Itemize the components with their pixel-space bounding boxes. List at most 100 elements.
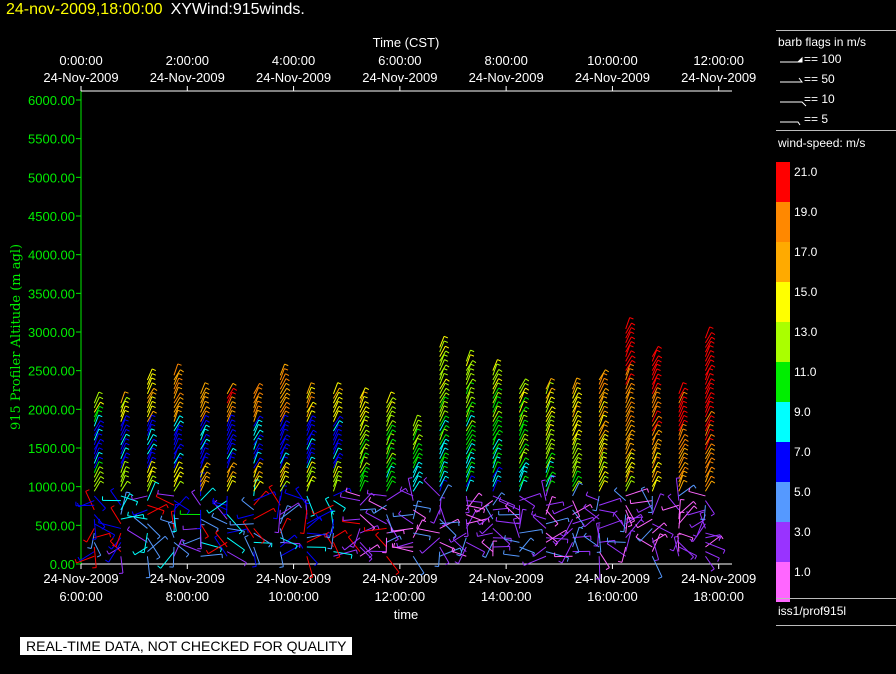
wind-barb-flag (428, 536, 431, 541)
wind-barb (412, 480, 421, 492)
wind-barb-flag (125, 466, 130, 469)
wind-barb (183, 537, 201, 545)
wind-barb (173, 415, 181, 427)
wind-barb (598, 424, 605, 436)
wind-barb (332, 461, 338, 473)
wind-barb (678, 499, 681, 520)
wind-barb-flag (631, 336, 636, 340)
wind-barb-flag (448, 484, 453, 488)
wind-barb (439, 484, 449, 501)
wind-barb-flag (657, 401, 662, 405)
wind-barb-flag (112, 544, 117, 548)
wind-barb (226, 514, 243, 532)
wind-barb-flag (575, 516, 580, 519)
wind-barb-flag (110, 487, 115, 491)
wind-barb-flag (206, 438, 211, 442)
wind-barb-flag (589, 504, 593, 509)
wind-barb-flag (605, 420, 610, 424)
wind-barb (704, 392, 712, 404)
wind-barb (518, 387, 526, 399)
wind-barb (146, 392, 154, 404)
wind-barb (333, 500, 346, 509)
wind-barb-flag (444, 419, 449, 423)
wind-barb (226, 448, 234, 460)
wind-barb (226, 392, 233, 404)
wind-barb-flag (578, 475, 583, 479)
wind-barb (465, 448, 473, 460)
wind-barb (492, 447, 499, 460)
wind-barb (687, 509, 706, 516)
wind-barb (173, 373, 179, 385)
wind-barb-flag (682, 423, 687, 427)
wind-barb-flag (284, 424, 289, 427)
x2-tick-label-date: 24-Nov-2009 (469, 70, 544, 85)
wind-barb (688, 490, 706, 497)
wind-barb (492, 492, 502, 506)
wind-barb (200, 406, 207, 418)
wind-barb-flag (255, 562, 260, 566)
wind-barb-flag (657, 387, 662, 390)
wind-barb (306, 476, 314, 487)
wind-barb-flag (109, 533, 112, 538)
wind-barb-flag (684, 447, 689, 451)
wind-barb-flag (498, 497, 502, 502)
wind-barb-flag (720, 535, 724, 540)
wind-barb (439, 475, 446, 487)
wind-barb (518, 470, 525, 483)
speed-swatch (776, 402, 790, 442)
wind-barb-flag (124, 470, 130, 473)
wind-barb-flag (709, 400, 714, 404)
wind-barb (146, 401, 153, 413)
wind-barb-flag (497, 479, 502, 483)
wind-barb-flag (603, 401, 608, 404)
wind-barb-flag (604, 471, 609, 474)
wind-barb (160, 551, 175, 569)
barb-legend-icons (780, 56, 807, 126)
x2-tick-label-time: 2:00:00 (166, 53, 209, 68)
wind-barb-flag (577, 387, 582, 390)
wind-barb-flag (454, 561, 459, 564)
wind-barb (253, 410, 259, 422)
wind-barb (230, 523, 254, 526)
wind-barb (545, 471, 553, 483)
wind-barb (692, 523, 706, 542)
wind-barb-flag (657, 373, 662, 377)
wind-barb (146, 424, 152, 436)
wind-barb-flag (191, 489, 196, 493)
wind-barb (465, 434, 473, 446)
wind-barb (332, 438, 340, 450)
wind-barb-flag (471, 401, 476, 405)
wind-barb (651, 391, 657, 404)
wind-barb-flag (257, 405, 263, 408)
wind-barb (226, 456, 232, 469)
wind-barb (173, 496, 187, 511)
wind-barb-flag (273, 508, 276, 513)
wind-barb-flag (312, 401, 317, 405)
wind-barb (519, 462, 527, 474)
wind-barb-flag (506, 543, 511, 548)
wind-barb-flag (499, 429, 503, 433)
wind-barb (439, 401, 445, 413)
wind-barb-flag (259, 480, 264, 484)
wind-barb-flag (179, 415, 184, 419)
wind-barb (200, 387, 207, 399)
wind-barb-flag (285, 396, 290, 400)
wind-barb-flag (497, 382, 502, 386)
wind-barb-flag (368, 558, 373, 562)
wind-barb-flag (408, 477, 413, 479)
wind-barb (146, 438, 154, 450)
wind-barb (386, 438, 394, 450)
wind-barb-flag (156, 556, 161, 560)
wind-barb (651, 382, 659, 395)
wind-barb (157, 493, 175, 497)
x2-tick-label-time: 6:00:00 (378, 53, 421, 68)
wind-barb (359, 396, 365, 408)
wind-barb (598, 369, 606, 381)
wind-barb (173, 420, 181, 432)
x2-axis-label: Time (CST) (373, 35, 440, 50)
wind-barb-flag (125, 424, 130, 428)
wind-barb (704, 341, 712, 353)
wind-barb (678, 480, 685, 492)
wind-barb-flag (578, 482, 583, 485)
wind-barb (651, 537, 660, 560)
